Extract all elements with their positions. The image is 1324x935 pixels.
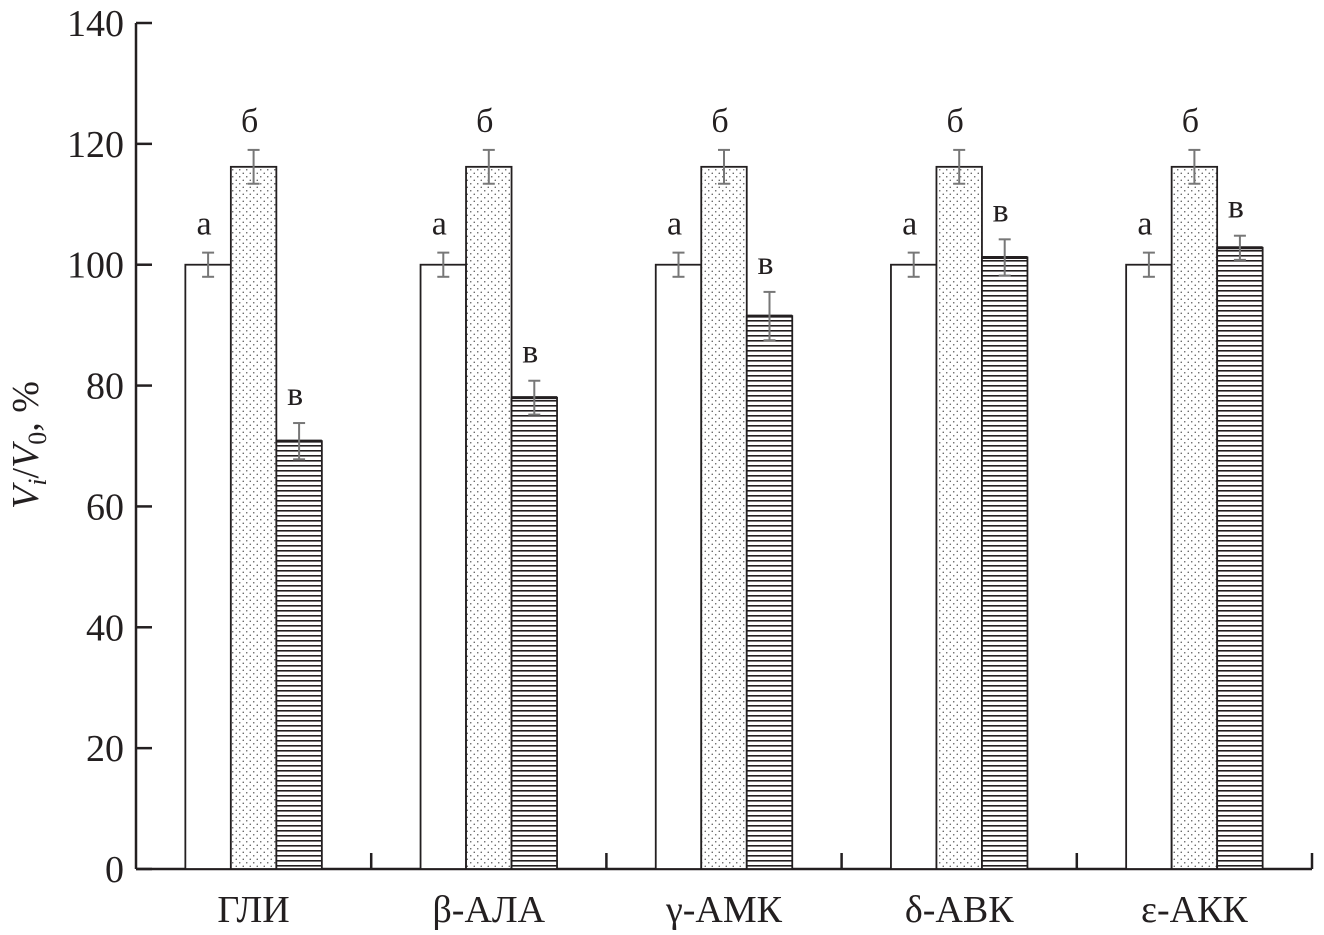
y-tick-label: 100 [67, 245, 124, 287]
y-axis-label: Vi/V0, % [5, 381, 52, 509]
bar [510, 396, 558, 870]
bar [465, 165, 513, 870]
x-category-label: ε-АКК [1141, 889, 1248, 931]
y-tick-label: 40 [86, 607, 124, 649]
x-category-label: δ-АВК [905, 889, 1014, 931]
bar [700, 165, 748, 870]
significance-letter: б [947, 103, 964, 140]
y-tick-label: 120 [67, 124, 124, 166]
significance-letter: в [757, 245, 773, 282]
bar [654, 263, 703, 870]
bar [981, 256, 1029, 870]
bar [419, 263, 467, 870]
significance-letter: б [241, 103, 258, 140]
x-axis: ГЛИ β-АЛА γ-АМК δ-АВК ε-АКК [136, 853, 1314, 931]
significance-letter: б [476, 103, 493, 140]
significance-letter: a [667, 206, 682, 243]
significance-letter: в [1228, 189, 1244, 226]
y-axis: 0 20 40 60 80 100 120 140 [67, 3, 152, 891]
bar [1170, 165, 1219, 870]
significance-letters: a б в a б в a б в a б в a б в [197, 103, 1244, 413]
error-bars [202, 148, 1246, 461]
x-category-label: β-АЛА [432, 889, 545, 931]
bar [935, 165, 983, 870]
bar [229, 165, 278, 870]
x-category-label: ГЛИ [217, 889, 289, 931]
significance-letter: б [711, 103, 728, 140]
y-tick-label: 0 [105, 849, 124, 891]
significance-letter: в [522, 334, 538, 371]
y-tick-label: 80 [86, 366, 124, 408]
bar [275, 440, 323, 870]
x-category-label: γ-АМК [665, 889, 783, 931]
significance-letter: б [1182, 103, 1199, 140]
significance-letter: a [1137, 206, 1152, 243]
bar [1216, 246, 1264, 870]
bar [1125, 263, 1173, 870]
y-tick-label: 20 [86, 728, 124, 770]
significance-letter: a [432, 206, 447, 243]
significance-letter: в [993, 192, 1009, 229]
significance-letter: a [902, 206, 917, 243]
bar [745, 315, 794, 870]
y-tick-label: 140 [67, 3, 124, 45]
bar [890, 263, 938, 870]
bars [184, 165, 1264, 870]
significance-letter: a [197, 206, 212, 243]
y-tick-label: 60 [86, 486, 124, 528]
significance-letter: в [287, 376, 303, 413]
bar [184, 263, 232, 870]
